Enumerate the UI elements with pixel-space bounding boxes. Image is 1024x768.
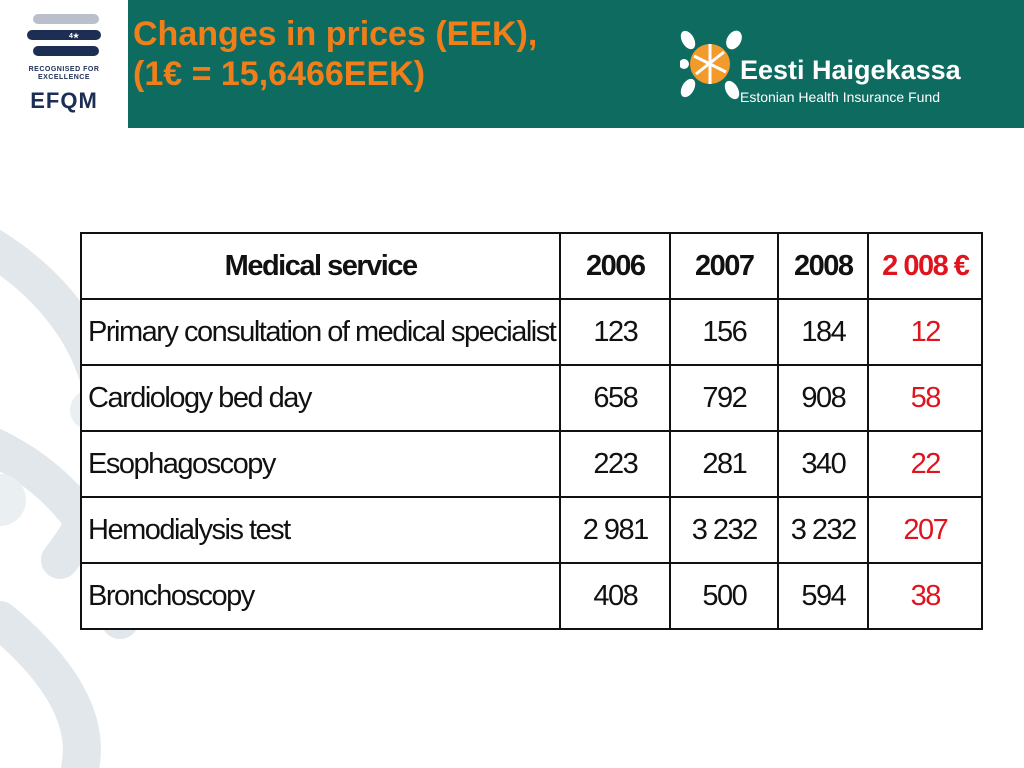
column-header-2007: 2007 bbox=[669, 232, 780, 300]
efqm-logo: 4★ RECOGNISED FOR EXCELLENCE EFQM bbox=[0, 0, 128, 128]
price-2007-cell: 3 232 bbox=[669, 496, 780, 564]
price-2007-cell: 500 bbox=[669, 562, 780, 630]
service-name-cell: Hemodialysis test bbox=[79, 496, 562, 564]
column-header-service: Medical service bbox=[79, 232, 562, 300]
price-2007-cell: 281 bbox=[669, 430, 780, 498]
org-logo-name: Eesti Haigekassa bbox=[740, 55, 961, 85]
price-2008-eur-cell: 207 bbox=[867, 496, 984, 564]
price-2008-cell: 340 bbox=[777, 430, 870, 498]
price-2008-cell: 184 bbox=[777, 298, 870, 366]
price-2006-cell: 408 bbox=[559, 562, 672, 630]
price-table: Medical service 2006 2007 2008 2 008 € P… bbox=[79, 232, 984, 630]
service-name-cell: Esophagoscopy bbox=[79, 430, 562, 498]
page-title-line1: Changes in prices (EEK), bbox=[133, 15, 538, 53]
efqm-recognised-text: RECOGNISED FOR EXCELLENCE bbox=[16, 66, 112, 82]
org-logo-subtitle: Estonian Health Insurance Fund bbox=[740, 89, 941, 105]
efqm-recognised-line1: RECOGNISED FOR bbox=[28, 66, 100, 73]
price-2008-cell: 908 bbox=[777, 364, 870, 432]
price-2006-cell: 658 bbox=[559, 364, 672, 432]
table-row: Bronchoscopy 408 500 594 38 bbox=[79, 562, 984, 630]
price-2008-eur-cell: 22 bbox=[867, 430, 984, 498]
price-2008-eur-cell: 58 bbox=[867, 364, 984, 432]
column-header-2006: 2006 bbox=[559, 232, 672, 300]
column-header-2008-eur: 2 008 € bbox=[867, 232, 984, 300]
price-2007-cell: 156 bbox=[669, 298, 780, 366]
service-name-cell: Cardiology bed day bbox=[79, 364, 562, 432]
service-name-cell: Primary consultation of medical speciali… bbox=[79, 298, 562, 366]
price-2007-cell: 792 bbox=[669, 364, 780, 432]
turtle-logo-icon bbox=[680, 30, 742, 100]
table-row: Primary consultation of medical speciali… bbox=[79, 298, 984, 366]
table-row: Esophagoscopy 223 281 340 22 bbox=[79, 430, 984, 498]
page-title: Changes in prices (EEK), (1€ = 15,6466EE… bbox=[133, 14, 653, 94]
price-2006-cell: 123 bbox=[559, 298, 672, 366]
efqm-logo-text: EFQM bbox=[30, 88, 98, 113]
efqm-bars-icon: 4★ bbox=[27, 14, 101, 56]
page-title-line2: (1€ = 15,6466EEK) bbox=[133, 55, 426, 93]
price-2008-cell: 594 bbox=[777, 562, 870, 630]
price-2008-eur-cell: 38 bbox=[867, 562, 984, 630]
efqm-badge: 4★ bbox=[69, 32, 80, 40]
price-2008-cell: 3 232 bbox=[777, 496, 870, 564]
header-band: 4★ RECOGNISED FOR EXCELLENCE EFQM Change… bbox=[0, 0, 1024, 128]
table-row: Hemodialysis test 2 981 3 232 3 232 207 bbox=[79, 496, 984, 564]
table-header-row: Medical service 2006 2007 2008 2 008 € bbox=[79, 232, 984, 300]
price-2008-eur-cell: 12 bbox=[867, 298, 984, 366]
price-2006-cell: 223 bbox=[559, 430, 672, 498]
table-row: Cardiology bed day 658 792 908 58 bbox=[79, 364, 984, 432]
column-header-2008: 2008 bbox=[777, 232, 870, 300]
efqm-recognised-line2: EXCELLENCE bbox=[37, 74, 91, 81]
price-2006-cell: 2 981 bbox=[559, 496, 672, 564]
service-name-cell: Bronchoscopy bbox=[79, 562, 562, 630]
